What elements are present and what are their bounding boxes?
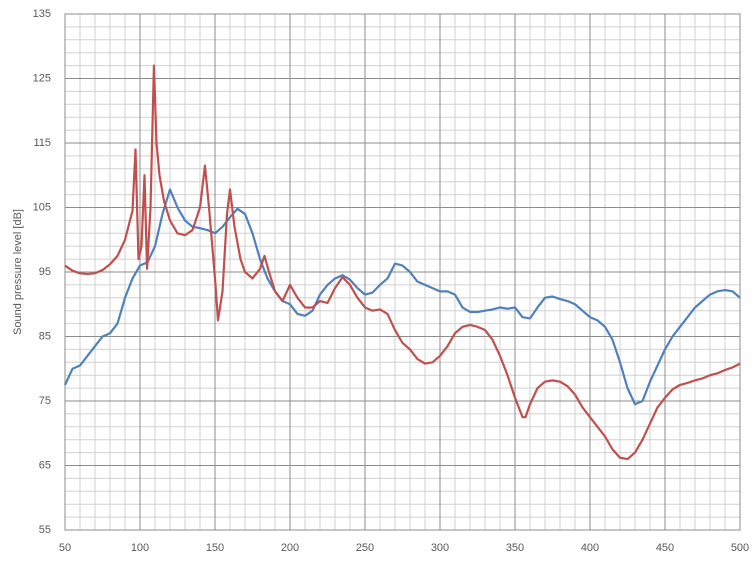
x-tick-label: 150 bbox=[206, 542, 224, 554]
y-tick-label: 125 bbox=[33, 72, 51, 84]
x-tick-label: 300 bbox=[431, 542, 449, 554]
x-tick-label: 250 bbox=[356, 542, 374, 554]
x-tick-label: 100 bbox=[131, 542, 149, 554]
y-tick-label: 135 bbox=[33, 8, 51, 20]
y-tick-label: 115 bbox=[33, 137, 51, 149]
y-tick-label: 105 bbox=[33, 201, 51, 213]
y-tick-label: 95 bbox=[39, 266, 51, 278]
x-tick-label: 400 bbox=[581, 542, 599, 554]
x-tick-label: 350 bbox=[506, 542, 524, 554]
x-tick-label: 450 bbox=[656, 542, 674, 554]
series-line bbox=[64, 188, 741, 406]
x-tick-label: 500 bbox=[731, 542, 749, 554]
plot-frame bbox=[64, 13, 741, 531]
y-tick-label: 65 bbox=[39, 459, 51, 471]
y-tick-label: 55 bbox=[39, 524, 51, 536]
series-line bbox=[64, 64, 741, 461]
y-tick-label: 85 bbox=[39, 330, 51, 342]
x-tick-label: 50 bbox=[59, 542, 71, 554]
y-axis-title: Sound pressure level [dB] bbox=[12, 209, 24, 335]
x-tick-label: 200 bbox=[281, 542, 299, 554]
y-tick-label: 75 bbox=[39, 395, 51, 407]
